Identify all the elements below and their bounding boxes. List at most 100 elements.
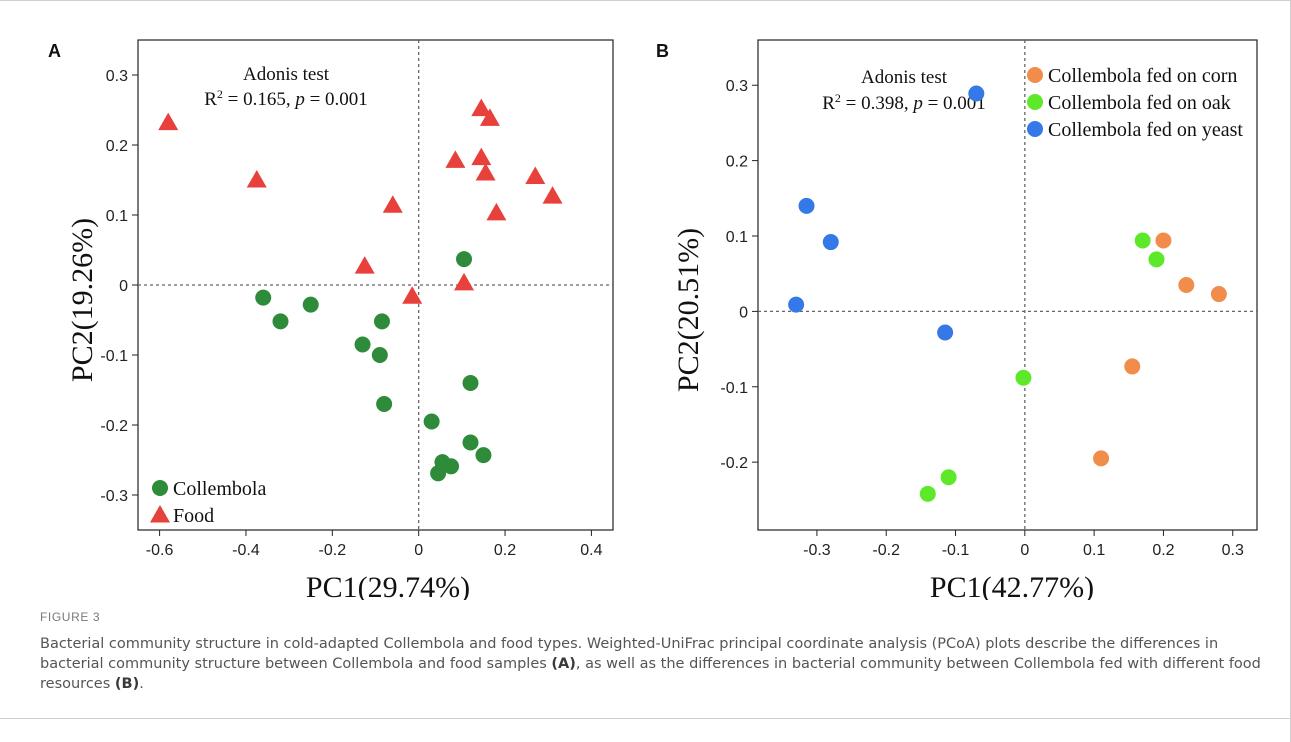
caption-part-2: , as well as the differences in bacteria… (40, 656, 1261, 692)
legend-marker (152, 480, 168, 496)
panel-a: A -0.6 -0.4 -0.2 0 0.2 0.4 -0.3 -0.2 -0.1 0 0.1 0.2 0… (48, 39, 614, 600)
panel-b: B -0.3 -0.2 -0.1 0 0.1 0.2 0.3 -0.2 -0.1 0 0.1 0.2 0.… (656, 39, 1258, 600)
annotation-stats-part: 2 (217, 87, 223, 101)
data-point (255, 289, 272, 306)
x-tick-label: 0 (414, 542, 423, 559)
data-point (1093, 450, 1110, 467)
y-tick-label: 0.1 (726, 229, 748, 246)
legend-label: Food (173, 505, 214, 527)
x-tick-label: 0.4 (580, 542, 602, 559)
data-point (373, 313, 390, 330)
caption-part-1: Bacterial community structure in cold-ad… (40, 636, 1219, 672)
y-tick-label: 0 (739, 304, 748, 321)
data-point (456, 251, 473, 268)
data-point (462, 434, 479, 451)
annotation-title: Adonis test (243, 64, 330, 85)
data-point (443, 458, 460, 475)
annotation-title: Adonis test (861, 67, 948, 88)
y-tick-label: -0.2 (100, 418, 128, 435)
data-point (302, 296, 319, 313)
data-point (382, 195, 403, 213)
figure-caption-text: Bacterial community structure in cold-ad… (40, 634, 1270, 694)
y-axis-label: PC2(19.26%) (66, 218, 99, 382)
panel-letter: B (656, 41, 669, 61)
data-point (272, 313, 289, 330)
legend-label: Collembola fed on corn (1048, 65, 1237, 87)
y-tick-label: -0.1 (100, 348, 128, 365)
data-point (475, 447, 492, 464)
data-point (1015, 369, 1032, 386)
data-point (354, 256, 375, 274)
plot-area-border (757, 39, 1258, 531)
y-tick-label: 0.2 (726, 154, 748, 171)
x-tick-label: 0.1 (1083, 542, 1105, 559)
legend-marker (150, 505, 170, 523)
data-point (1134, 232, 1151, 249)
data-point (479, 108, 500, 126)
data-point (423, 413, 440, 430)
y-tick-label: 0.2 (106, 138, 128, 155)
data-point (376, 396, 393, 412)
data-point (445, 150, 466, 168)
data-point (402, 286, 423, 304)
series-0 (1093, 232, 1227, 467)
caption-part-3: . (139, 676, 144, 692)
figure-label: FIGURE 3 (40, 610, 101, 624)
data-point (822, 234, 839, 251)
x-tick-label: -0.6 (146, 542, 174, 559)
data-point (1148, 251, 1165, 268)
x-tick-label: -0.3 (803, 542, 831, 559)
data-point (246, 170, 267, 188)
series-0 (255, 251, 492, 482)
legend-label: Collembola fed on yeast (1048, 119, 1243, 141)
data-point (158, 112, 179, 131)
y-tick-label: 0.3 (726, 78, 748, 95)
x-tick-label: 0 (1020, 542, 1029, 559)
figure-caption: FIGURE 3 Bacterial community structure i… (40, 610, 1270, 694)
annotation-stats-part: 2 (835, 91, 841, 105)
data-point (1210, 286, 1227, 303)
figure-canvas: A -0.6 -0.4 -0.2 0 0.2 0.4 -0.3 -0.2 -0.1 0 0.1 0.2 0… (48, 39, 1258, 600)
annotation-stats-part: = 0.165, (223, 89, 295, 110)
data-point (788, 296, 805, 313)
y-tick-label: -0.2 (720, 455, 748, 472)
x-axis-label: PC1(42.77%) (930, 571, 1094, 600)
annotation-stats-part: = 0.001 (305, 89, 368, 110)
caption-ref-b: (B) (114, 676, 140, 692)
y-tick-label: 0 (119, 278, 128, 295)
x-tick-label: -0.1 (942, 542, 970, 559)
legend-label: Collembola (173, 478, 266, 500)
data-point (919, 485, 936, 502)
legend-marker (1027, 121, 1043, 137)
data-point (462, 375, 479, 391)
annotation-stats: R2 = 0.398, p = 0.001 (822, 91, 986, 114)
data-point (1178, 277, 1195, 293)
data-point (371, 347, 388, 363)
y-tick-label: -0.1 (720, 380, 748, 397)
legend-marker (1027, 67, 1043, 83)
annotation-stats-part: = 0.398, (841, 93, 913, 114)
legend-marker (1027, 94, 1043, 110)
y-tick-label: 0.3 (106, 68, 128, 85)
legend-label: Collembola fed on oak (1048, 92, 1231, 114)
annotation-stats-part: p (293, 89, 305, 110)
y-axis-label: PC2(20.51%) (672, 228, 705, 392)
frame-top-border (0, 0, 1291, 1)
frame-bottom-border (0, 718, 1291, 719)
data-point (1124, 358, 1141, 375)
series-1 (158, 98, 563, 304)
data-point (486, 202, 507, 221)
caption-ref-a: (A) (551, 656, 576, 672)
x-tick-label: -0.2 (872, 542, 900, 559)
data-point (798, 197, 815, 214)
y-tick-label: -0.3 (100, 488, 128, 505)
series-1 (919, 232, 1165, 502)
annotation-stats-part: R (204, 89, 217, 110)
x-tick-label: 0.3 (1222, 542, 1244, 559)
y-tick-label: 0.1 (106, 208, 128, 225)
x-tick-label: -0.4 (232, 542, 260, 559)
data-point (471, 147, 492, 166)
annotation-stats: R2 = 0.165, p = 0.001 (204, 87, 368, 110)
x-tick-label: 0.2 (494, 542, 516, 559)
annotation-stats-part: R (822, 93, 835, 114)
